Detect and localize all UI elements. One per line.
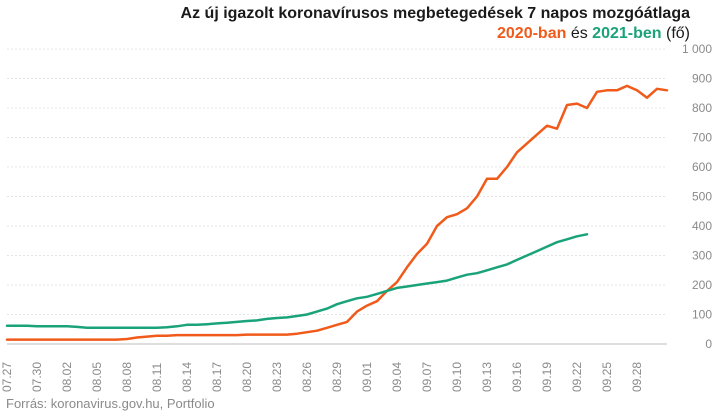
x-tick-label: 09.16: [510, 362, 524, 392]
legend-unit: (fő): [661, 25, 690, 42]
chart-subtitle: 2020-ban és 2021-ben (fő): [0, 24, 690, 44]
x-tick-label: 09.07: [420, 362, 434, 392]
x-tick-label: 09.22: [570, 362, 584, 392]
x-tick-label: 08.29: [330, 362, 344, 392]
series-line-2020: [5, 84, 669, 341]
x-tick-label: 08.23: [270, 362, 284, 392]
y-tick-label: 900: [692, 72, 712, 86]
y-tick-label: 100: [692, 308, 712, 322]
legend-connector: és: [566, 25, 593, 42]
series-line-2021: [5, 233, 589, 330]
y-tick-label: 500: [692, 190, 712, 204]
y-tick-label: 700: [692, 131, 712, 145]
source-note: Forrás: koronavirus.gov.hu, Portfolio: [6, 396, 215, 411]
x-tick-label: 09.10: [450, 362, 464, 392]
x-tick-label: 08.17: [210, 362, 224, 392]
x-tick-label: 08.20: [240, 362, 254, 392]
x-tick-label: 09.19: [540, 362, 554, 392]
x-tick-label: 09.13: [480, 362, 494, 392]
x-tick-label: 08.26: [300, 362, 314, 392]
y-tick-label: 800: [692, 101, 712, 115]
x-tick-label: 09.25: [600, 362, 614, 392]
x-tick-label: 08.02: [60, 362, 74, 392]
chart-title: Az új igazolt koronavírusos megbetegedés…: [180, 5, 690, 22]
y-tick-label: 0: [705, 337, 712, 351]
y-tick-label: 1 000: [682, 42, 712, 56]
x-tick-label: 07.27: [0, 362, 14, 392]
legend-2021: 2021-ben: [592, 25, 662, 42]
x-tick-label: 08.05: [90, 362, 104, 392]
y-tick-label: 200: [692, 278, 712, 292]
x-tick-label: 07.30: [30, 362, 44, 392]
y-tick-label: 400: [692, 219, 712, 233]
x-tick-label: 08.14: [180, 362, 194, 392]
x-tick-label: 08.11: [150, 363, 164, 392]
x-tick-label: 09.01: [360, 362, 374, 392]
chart-title-block: Az új igazolt koronavírusos megbetegedés…: [0, 4, 690, 44]
x-tick-label: 09.28: [630, 362, 644, 392]
x-tick-label: 08.08: [120, 362, 134, 392]
legend-2020: 2020-ban: [497, 25, 567, 42]
y-tick-label: 600: [692, 160, 712, 174]
y-tick-label: 300: [692, 249, 712, 263]
x-tick-label: 09.04: [390, 362, 404, 392]
